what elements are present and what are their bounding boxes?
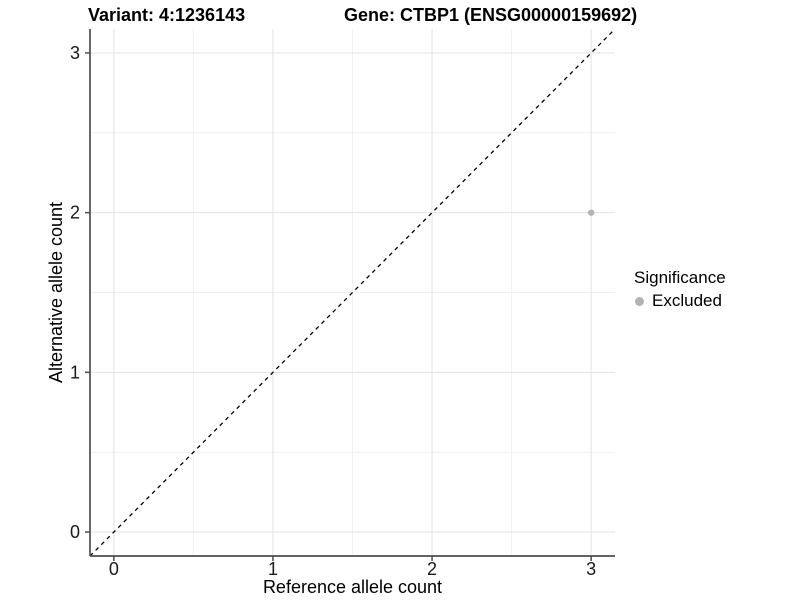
legend-title: Significance [634, 268, 726, 287]
excluded-marker-icon [635, 296, 644, 306]
legend-entry-excluded: Excluded [633, 291, 726, 311]
x-tick-label: 1 [268, 559, 278, 579]
legend: Significance Excluded [633, 268, 726, 311]
x-tick-label: 2 [427, 559, 437, 579]
legend-entry-label: Excluded [652, 291, 722, 310]
plot-title-variant: Variant: 4:1236143 [88, 5, 246, 25]
identity-dashed-line [89, 28, 616, 557]
plot-title-gene: Gene: CTBP1 (ENSG00000159692) [344, 5, 638, 25]
y-tick-label: 1 [70, 362, 80, 382]
data-point [587, 209, 595, 216]
y-tick-label: 3 [70, 43, 80, 63]
y-axis-title: Alternative allele count [46, 202, 66, 383]
x-tick-label: 3 [586, 559, 596, 579]
x-axis-title: Reference allele count [263, 577, 442, 597]
y-tick-label: 2 [70, 203, 80, 223]
y-tick-label: 0 [70, 522, 80, 542]
x-tick-label: 0 [109, 559, 119, 579]
